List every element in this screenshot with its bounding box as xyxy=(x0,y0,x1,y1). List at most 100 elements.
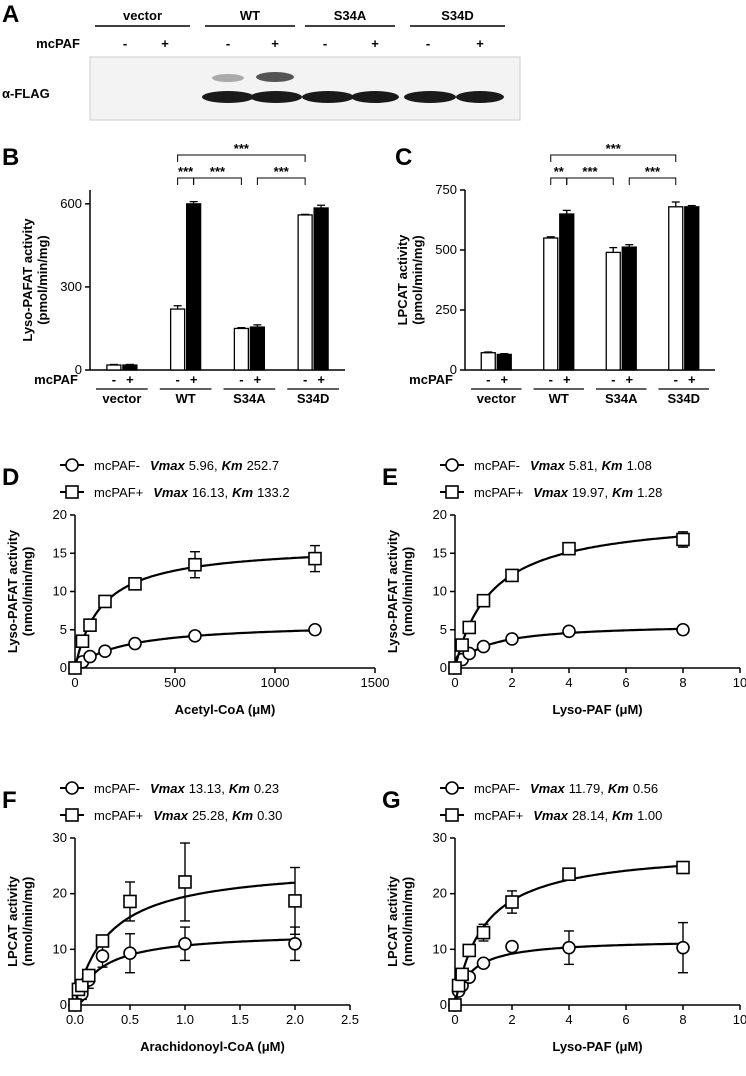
separator: , xyxy=(221,781,225,796)
x-tick-label: S34D xyxy=(297,391,330,406)
km-value: 252.7 xyxy=(247,458,280,473)
legend-name: mcPAF+ xyxy=(474,808,523,823)
significance-label: *** xyxy=(234,141,250,156)
panel-letter: C xyxy=(395,144,412,171)
series-sign: + xyxy=(317,372,325,387)
vmax-value: 19.97 xyxy=(572,485,605,500)
data-point xyxy=(676,532,690,547)
data-point xyxy=(505,632,519,646)
y-tick-label: 0 xyxy=(60,997,67,1012)
x-tick-label: 8 xyxy=(679,675,686,690)
y-tick-label: 5 xyxy=(440,622,447,637)
y-tick-label: 300 xyxy=(60,279,82,294)
data-point xyxy=(178,875,192,889)
data-point xyxy=(75,978,89,993)
x-tick-label: 1000 xyxy=(261,675,290,690)
legend-entry: mcPAF+ Vmax 19.97, Km 1.28 xyxy=(474,485,662,500)
x-tick-label: 0 xyxy=(71,675,78,690)
data-point xyxy=(676,940,690,955)
data-point xyxy=(505,939,519,954)
significance-bracket xyxy=(193,177,242,185)
data-point xyxy=(95,949,110,963)
significance-label: *** xyxy=(645,164,661,179)
legend-marker xyxy=(65,485,79,499)
x-tick-label: 1.5 xyxy=(231,1012,249,1027)
separator: , xyxy=(225,808,229,823)
significance-label: *** xyxy=(210,164,226,179)
row-label: mcPAF xyxy=(36,36,80,51)
param-name: Km xyxy=(602,458,623,473)
significance-label: *** xyxy=(274,164,290,179)
x-tick-label: 6 xyxy=(622,675,629,690)
y-tick-label: 30 xyxy=(53,830,67,845)
series-sign: + xyxy=(254,372,262,387)
vmax-value: 16.13 xyxy=(192,485,225,500)
param-name: Km xyxy=(232,485,253,500)
legend-marker xyxy=(65,458,79,472)
data-point xyxy=(123,894,137,909)
data-point xyxy=(476,925,491,940)
data-point xyxy=(128,577,142,591)
km-value: 1.28 xyxy=(637,485,662,500)
legend-marker xyxy=(65,781,79,795)
panel-letter: G xyxy=(382,787,401,814)
x-tick-label: 0.5 xyxy=(121,1012,139,1027)
km-value: 1.00 xyxy=(637,808,662,823)
series-sign: - xyxy=(674,372,678,387)
y-axis-title: (nmol/min/mg) xyxy=(20,877,35,967)
legend-name: mcPAF+ xyxy=(94,485,143,500)
x-tick-label: 0 xyxy=(451,675,458,690)
y-axis-title: Lyso-PAFAT activity xyxy=(5,529,20,653)
legend-entry: mcPAF+ Vmax 25.28, Km 0.30 xyxy=(94,808,282,823)
separator: , xyxy=(225,485,229,500)
bar xyxy=(621,246,637,371)
data-point xyxy=(68,661,82,675)
blot-membrane xyxy=(89,56,521,121)
x-axis-title: Arachidonoyl-CoA (μM) xyxy=(140,1039,285,1054)
data-point xyxy=(68,998,82,1012)
y-tick-label: 20 xyxy=(53,886,67,901)
y-tick-label: 600 xyxy=(60,196,82,211)
series-sign: - xyxy=(549,372,553,387)
panel-letter: D xyxy=(2,464,19,491)
y-axis-title: Lyso-PAFAT activity xyxy=(385,529,400,653)
data-point xyxy=(676,860,690,875)
legend-marker xyxy=(445,458,459,472)
significance-bracket xyxy=(566,177,614,185)
param-name: Vmax xyxy=(150,458,185,473)
km-value: 133.2 xyxy=(257,485,290,500)
group-label: WT xyxy=(240,8,260,23)
bar xyxy=(668,206,684,371)
separator: , xyxy=(605,808,609,823)
legend-name: mcPAF- xyxy=(94,458,140,473)
legend-entry: mcPAF- Vmax 5.96, Km 252.7 xyxy=(94,458,279,473)
x-tick-label: 10 xyxy=(733,675,746,690)
series-sign: + xyxy=(625,372,633,387)
param-name: Vmax xyxy=(153,808,188,823)
x-tick-label: S34A xyxy=(233,391,266,406)
vmax-value: 5.96 xyxy=(189,458,214,473)
y-tick-label: 15 xyxy=(53,545,67,560)
vmax-value: 5.81 xyxy=(569,458,594,473)
data-point xyxy=(288,894,302,908)
lane-sign: - xyxy=(226,36,230,51)
vmax-value: 13.13 xyxy=(189,781,222,796)
param-name: Km xyxy=(608,781,629,796)
significance-label: ** xyxy=(554,164,565,179)
legend-marker xyxy=(445,781,459,795)
data-point xyxy=(505,895,519,909)
group-label: vector xyxy=(123,8,162,23)
x-row-label: mcPAF xyxy=(34,372,78,387)
y-tick-label: 0 xyxy=(450,362,457,377)
data-point xyxy=(95,934,110,948)
param-name: Vmax xyxy=(530,781,565,796)
x-row-label: mcPAF xyxy=(409,372,453,387)
bar xyxy=(185,203,202,371)
data-point xyxy=(676,622,690,637)
x-tick-label: WT xyxy=(549,391,569,406)
data-point xyxy=(188,629,202,643)
data-point xyxy=(476,956,491,971)
lane-sign: + xyxy=(476,36,484,51)
x-tick-label: 0.0 xyxy=(66,1012,84,1027)
